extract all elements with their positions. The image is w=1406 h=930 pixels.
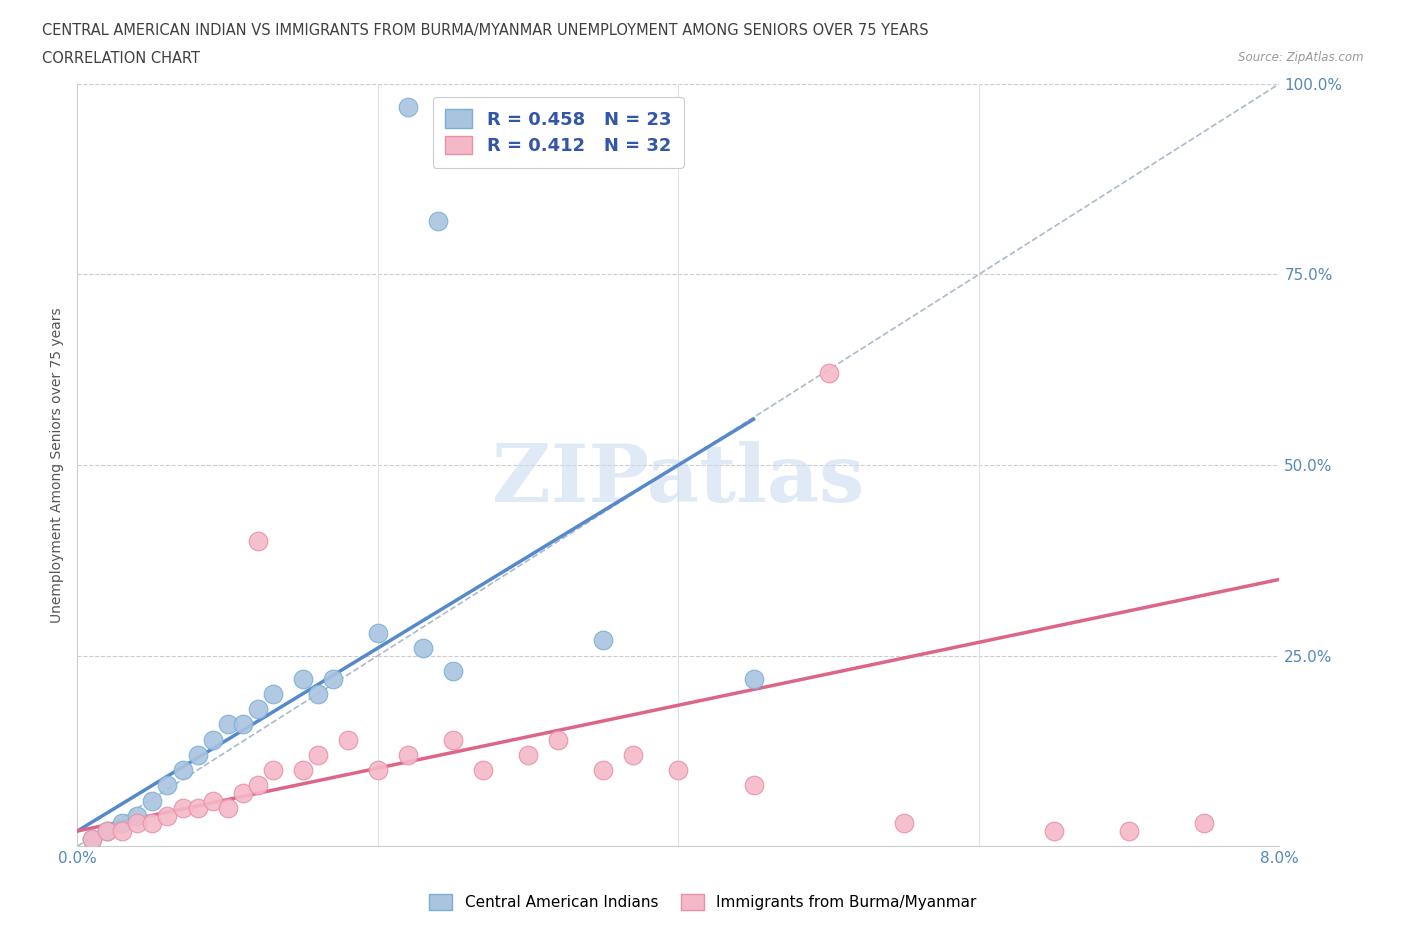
Legend: R = 0.458   N = 23, R = 0.412   N = 32: R = 0.458 N = 23, R = 0.412 N = 32 (433, 97, 683, 167)
Point (187, 748, 209, 763)
Point (336, 732, 359, 747)
Point (441, 732, 464, 747)
Point (246, 701, 269, 716)
Point (1043, 824, 1066, 839)
Point (217, 717, 239, 732)
Point (141, 816, 163, 830)
Point (291, 671, 314, 686)
Point (427, 214, 450, 229)
Legend: Central American Indians, Immigrants from Burma/Myanmar: Central American Indians, Immigrants fro… (422, 886, 984, 918)
Point (111, 816, 134, 830)
Point (1194, 816, 1216, 830)
Point (82, 831, 104, 846)
Point (517, 748, 540, 763)
Point (246, 777, 269, 792)
Point (246, 534, 269, 549)
Point (307, 686, 329, 701)
Point (367, 763, 389, 777)
Point (96, 824, 118, 839)
Point (96, 824, 118, 839)
Point (262, 686, 284, 701)
Point (592, 763, 614, 777)
Point (1118, 824, 1140, 839)
Text: Source: ZipAtlas.com: Source: ZipAtlas.com (1239, 51, 1364, 64)
Point (367, 625, 389, 640)
Point (187, 801, 209, 816)
Point (668, 763, 690, 777)
Point (82, 831, 104, 846)
Point (621, 748, 644, 763)
Y-axis label: Unemployment Among Seniors over 75 years: Unemployment Among Seniors over 75 years (51, 307, 65, 623)
Point (156, 777, 179, 792)
Point (291, 763, 314, 777)
Point (547, 732, 569, 747)
Text: ZIPatlas: ZIPatlas (492, 441, 865, 519)
Point (232, 786, 254, 801)
Point (742, 777, 765, 792)
Point (127, 808, 149, 823)
Point (396, 748, 419, 763)
Text: CENTRAL AMERICAN INDIAN VS IMMIGRANTS FROM BURMA/MYANMAR UNEMPLOYMENT AMONG SENI: CENTRAL AMERICAN INDIAN VS IMMIGRANTS FR… (42, 23, 929, 38)
Point (742, 671, 765, 686)
Point (201, 793, 224, 808)
Text: CORRELATION CHART: CORRELATION CHART (42, 51, 200, 66)
Point (262, 763, 284, 777)
Point (412, 641, 434, 656)
Point (592, 633, 614, 648)
Point (127, 816, 149, 830)
Point (141, 793, 163, 808)
Point (817, 366, 839, 381)
Point (396, 100, 419, 114)
Point (172, 763, 194, 777)
Point (893, 816, 915, 830)
Point (472, 763, 495, 777)
Point (322, 671, 344, 686)
Point (217, 801, 239, 816)
Point (441, 663, 464, 678)
Point (172, 801, 194, 816)
Point (307, 748, 329, 763)
Point (232, 717, 254, 732)
Point (156, 808, 179, 823)
Point (111, 824, 134, 839)
Point (201, 732, 224, 747)
